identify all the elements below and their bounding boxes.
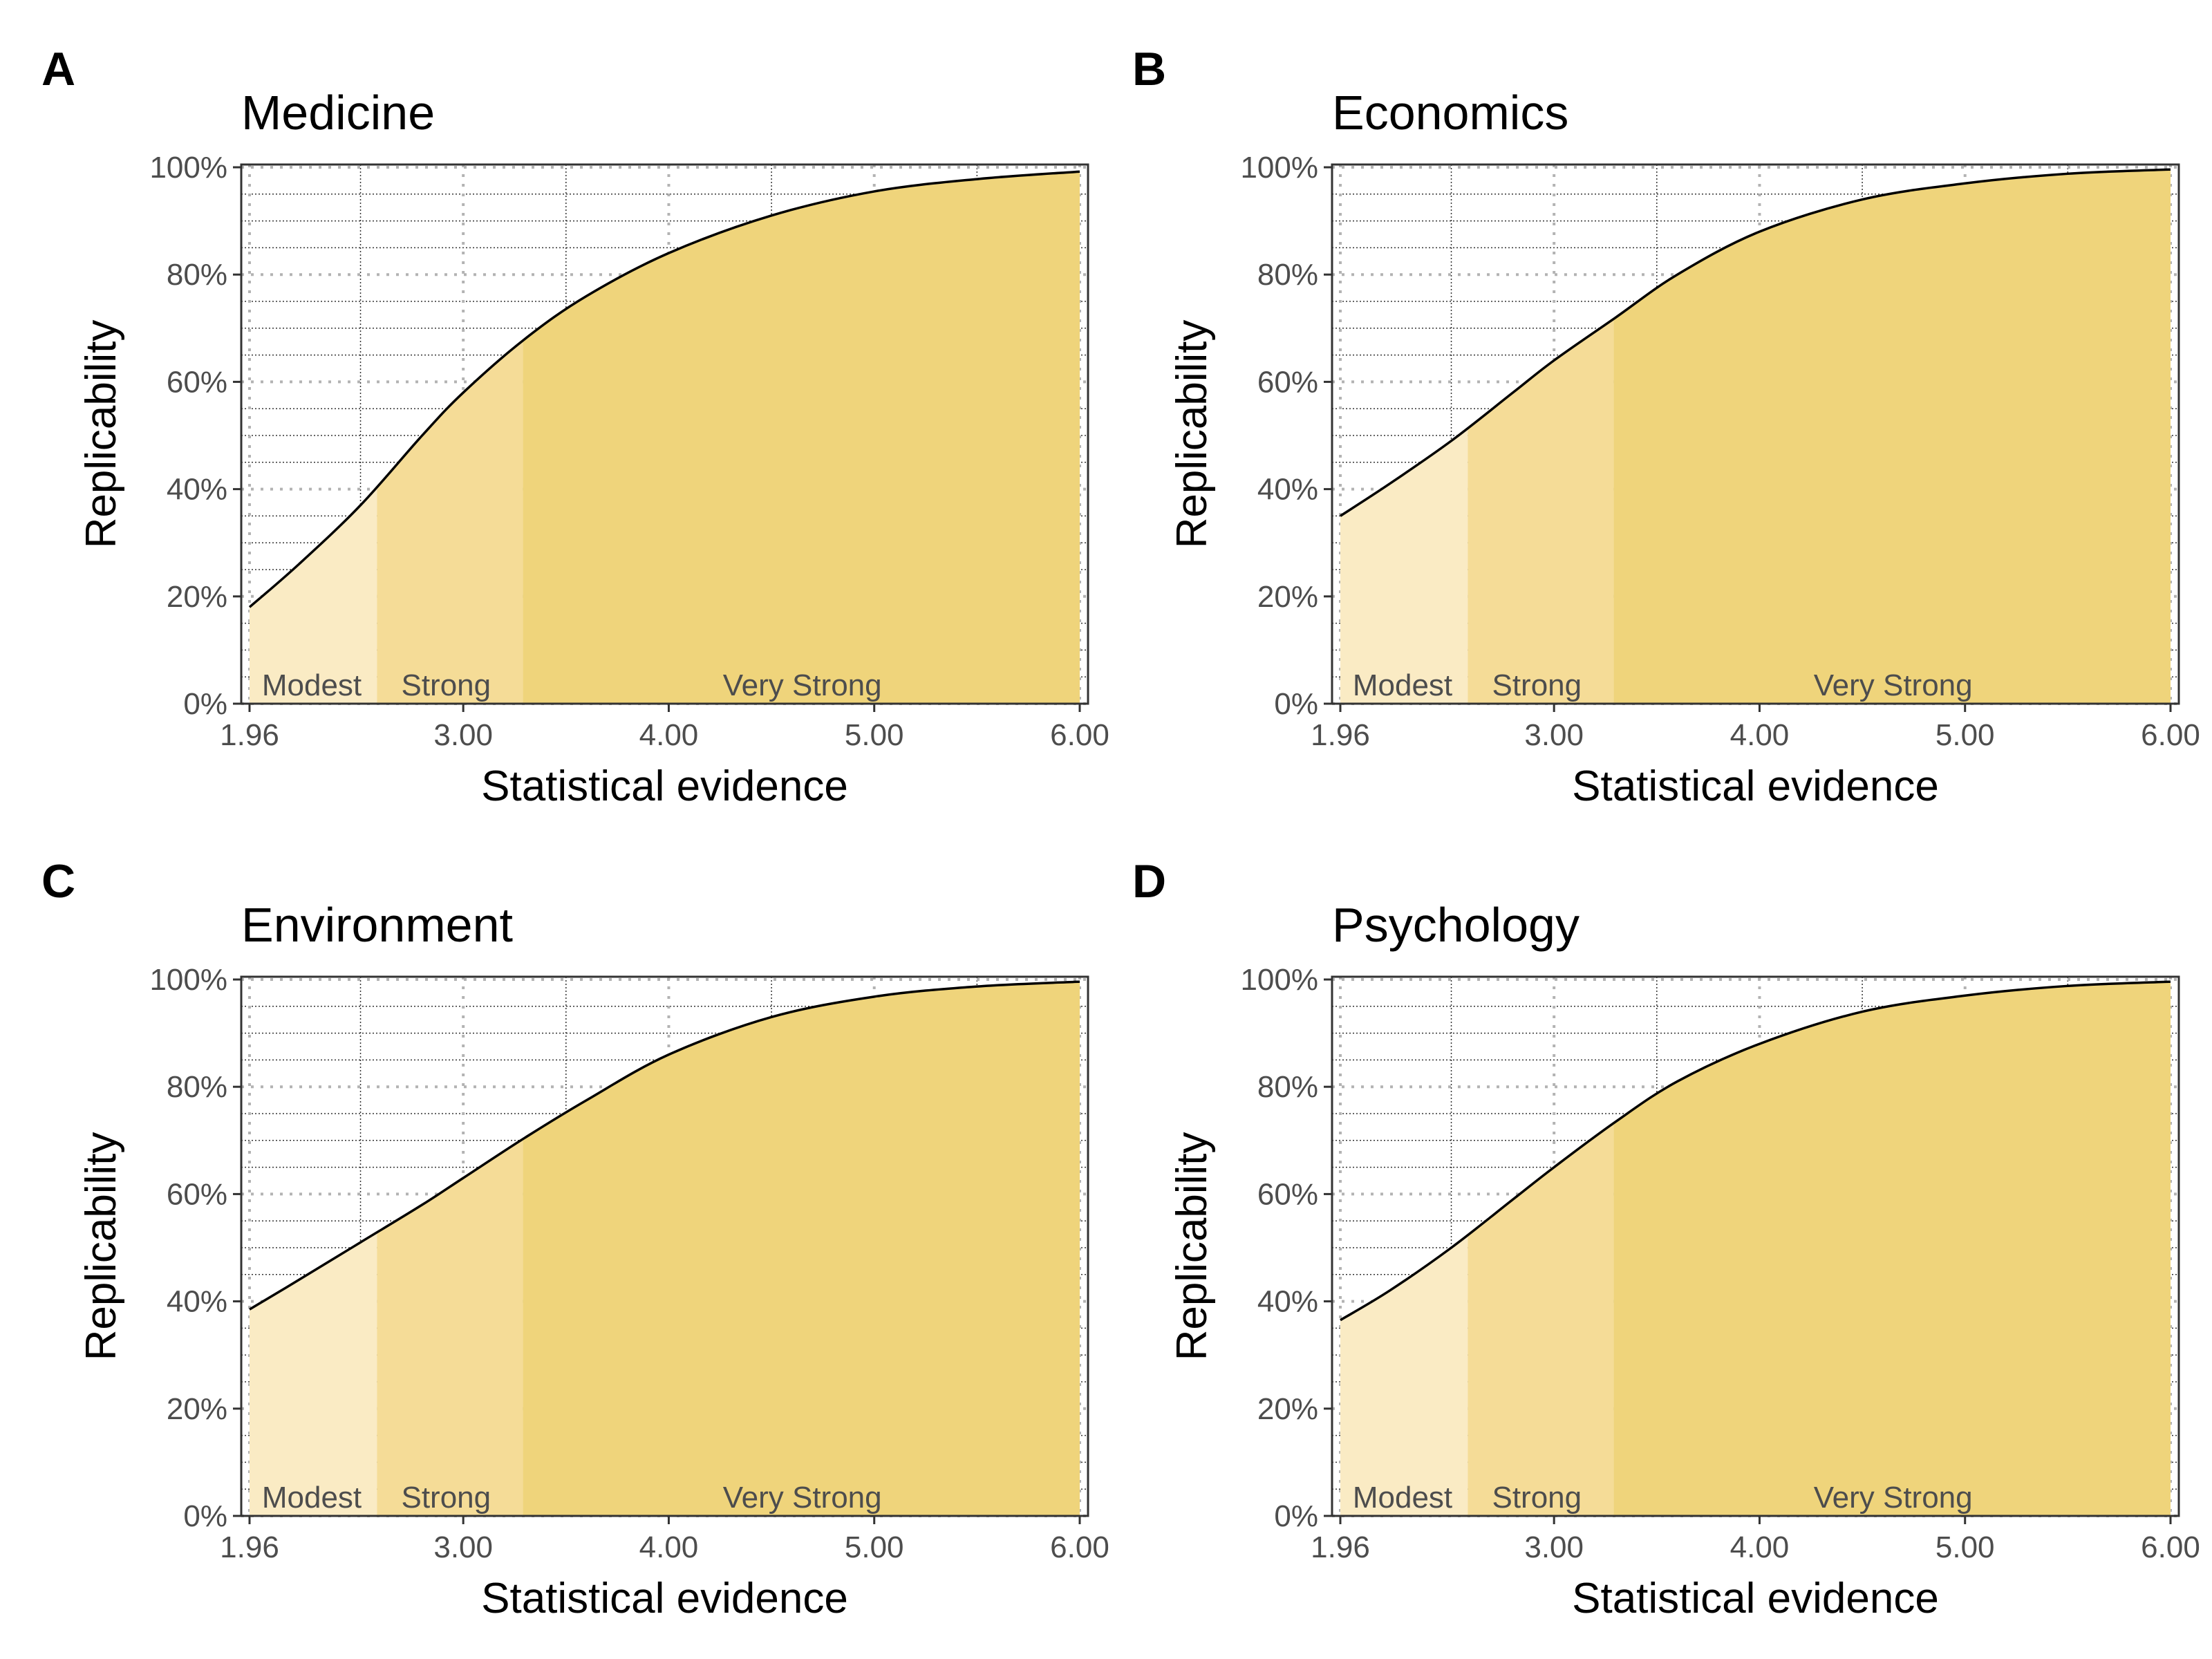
band-label: Very Strong bbox=[1814, 668, 1973, 702]
y-tick-label: 0% bbox=[1274, 1499, 1318, 1533]
y-tick-label: 20% bbox=[167, 580, 227, 614]
panel-letter: D bbox=[1132, 855, 1166, 908]
y-tick-label: 80% bbox=[167, 1070, 227, 1104]
y-tick-label: 40% bbox=[167, 473, 227, 507]
band-label: Modest bbox=[1353, 1481, 1452, 1515]
band-very-strong bbox=[1613, 169, 2171, 704]
y-tick-label: 0% bbox=[183, 1499, 227, 1533]
y-tick-label: 40% bbox=[1257, 473, 1318, 507]
y-tick-label: 100% bbox=[149, 963, 227, 997]
y-axis-title: Replicability bbox=[1168, 320, 1216, 549]
band-label: Modest bbox=[1353, 668, 1452, 702]
y-tick-label: 40% bbox=[167, 1285, 227, 1319]
panel-c: Modest Strong Very Strong 0% 20% 40% 60% 80% 100… bbox=[41, 855, 1109, 1622]
band-strong bbox=[377, 171, 523, 704]
panel-title: Environment bbox=[241, 898, 513, 952]
x-tick-label: 5.00 bbox=[845, 1530, 904, 1564]
x-axis-title: Statistical evidence bbox=[481, 1575, 848, 1622]
x-tick-label: 3.00 bbox=[433, 1530, 493, 1564]
band-modest bbox=[250, 982, 377, 1516]
plot-border bbox=[1331, 163, 2180, 705]
band-label: Very Strong bbox=[723, 668, 882, 702]
panel-letter: B bbox=[1132, 43, 1166, 95]
band-label: Strong bbox=[1492, 1481, 1582, 1515]
band-very-strong bbox=[523, 982, 1080, 1516]
x-tick-label: 6.00 bbox=[1050, 1530, 1109, 1564]
x-tick-label: 4.00 bbox=[639, 718, 699, 752]
y-tick-label: 60% bbox=[167, 365, 227, 399]
y-tick-label: 60% bbox=[1257, 365, 1318, 399]
x-tick-label: 6.00 bbox=[2141, 718, 2200, 752]
x-tick-label: 1.96 bbox=[1311, 1530, 1370, 1564]
band-label: Strong bbox=[401, 1481, 491, 1515]
y-tick-label: 40% bbox=[1257, 1285, 1318, 1319]
band-label: Strong bbox=[401, 668, 491, 702]
x-tick-label: 4.00 bbox=[639, 1530, 699, 1564]
y-tick-label: 60% bbox=[1257, 1177, 1318, 1211]
y-axis-title: Replicability bbox=[1168, 1132, 1216, 1361]
plot-border bbox=[1331, 975, 2180, 1517]
y-tick-label: 80% bbox=[1257, 258, 1318, 292]
band-label: Modest bbox=[262, 668, 362, 702]
band-label: Very Strong bbox=[1814, 1481, 1973, 1515]
x-tick-label: 4.00 bbox=[1730, 718, 1790, 752]
x-tick-label: 3.00 bbox=[1524, 1530, 1584, 1564]
band-label: Modest bbox=[262, 1481, 362, 1515]
x-axis-title: Statistical evidence bbox=[481, 762, 848, 810]
band-strong bbox=[1468, 982, 1614, 1516]
y-tick-label: 100% bbox=[1240, 963, 1318, 997]
panel-d: Modest Strong Very Strong 0% 20% 40% 60% 80% 100… bbox=[1132, 855, 2200, 1622]
y-tick-label: 20% bbox=[1257, 580, 1318, 614]
panel-b: Modest Strong Very Strong 0% 20% 40% 60% 80% 100… bbox=[1132, 43, 2200, 810]
panel-letter: C bbox=[41, 855, 75, 908]
y-tick-label: 20% bbox=[167, 1392, 227, 1426]
y-tick-label: 60% bbox=[167, 1177, 227, 1211]
x-axis-title: Statistical evidence bbox=[1572, 762, 1939, 810]
x-tick-label: 6.00 bbox=[2141, 1530, 2200, 1564]
panel-letter: A bbox=[41, 43, 75, 95]
plot-border bbox=[240, 163, 1089, 705]
x-tick-label: 5.00 bbox=[1936, 718, 1995, 752]
band-label: Strong bbox=[1492, 668, 1582, 702]
band-modest bbox=[250, 171, 377, 704]
plot-border bbox=[240, 975, 1089, 1517]
panel-a: Modest Strong Very Strong 0% 20% 40% 60% 80% 100… bbox=[41, 43, 1109, 810]
band-very-strong bbox=[523, 171, 1080, 704]
replicability-curve bbox=[1340, 980, 2171, 1322]
panel-title: Psychology bbox=[1332, 898, 1580, 952]
x-tick-label: 6.00 bbox=[1050, 718, 1109, 752]
y-tick-label: 0% bbox=[183, 687, 227, 721]
y-tick-label: 80% bbox=[1257, 1070, 1318, 1104]
replicability-curve bbox=[1340, 168, 2171, 517]
x-axis-title: Statistical evidence bbox=[1572, 1575, 1939, 1622]
band-modest bbox=[1340, 982, 1468, 1516]
x-tick-label: 5.00 bbox=[1936, 1530, 1995, 1564]
x-tick-label: 5.00 bbox=[845, 718, 904, 752]
y-axis-title: Replicability bbox=[77, 320, 125, 549]
panel-title: Medicine bbox=[241, 86, 435, 140]
band-modest bbox=[1340, 169, 1468, 704]
replicability-curve bbox=[248, 170, 1080, 608]
x-tick-label: 1.96 bbox=[220, 1530, 279, 1564]
panel-title: Economics bbox=[1332, 86, 1568, 140]
y-tick-label: 80% bbox=[167, 258, 227, 292]
x-tick-label: 3.00 bbox=[433, 718, 493, 752]
band-very-strong bbox=[1613, 982, 2171, 1516]
x-tick-label: 1.96 bbox=[1311, 718, 1370, 752]
y-axis-title: Replicability bbox=[77, 1132, 125, 1361]
band-strong bbox=[377, 982, 523, 1516]
band-label: Very Strong bbox=[723, 1481, 882, 1515]
y-tick-label: 20% bbox=[1257, 1392, 1318, 1426]
x-tick-label: 4.00 bbox=[1730, 1530, 1790, 1564]
x-tick-label: 3.00 bbox=[1524, 718, 1584, 752]
x-tick-label: 1.96 bbox=[220, 718, 279, 752]
y-tick-label: 100% bbox=[1240, 151, 1318, 185]
y-tick-label: 100% bbox=[149, 151, 227, 185]
band-strong bbox=[1468, 169, 1614, 704]
y-tick-label: 0% bbox=[1274, 687, 1318, 721]
replicability-curve bbox=[249, 980, 1080, 1311]
